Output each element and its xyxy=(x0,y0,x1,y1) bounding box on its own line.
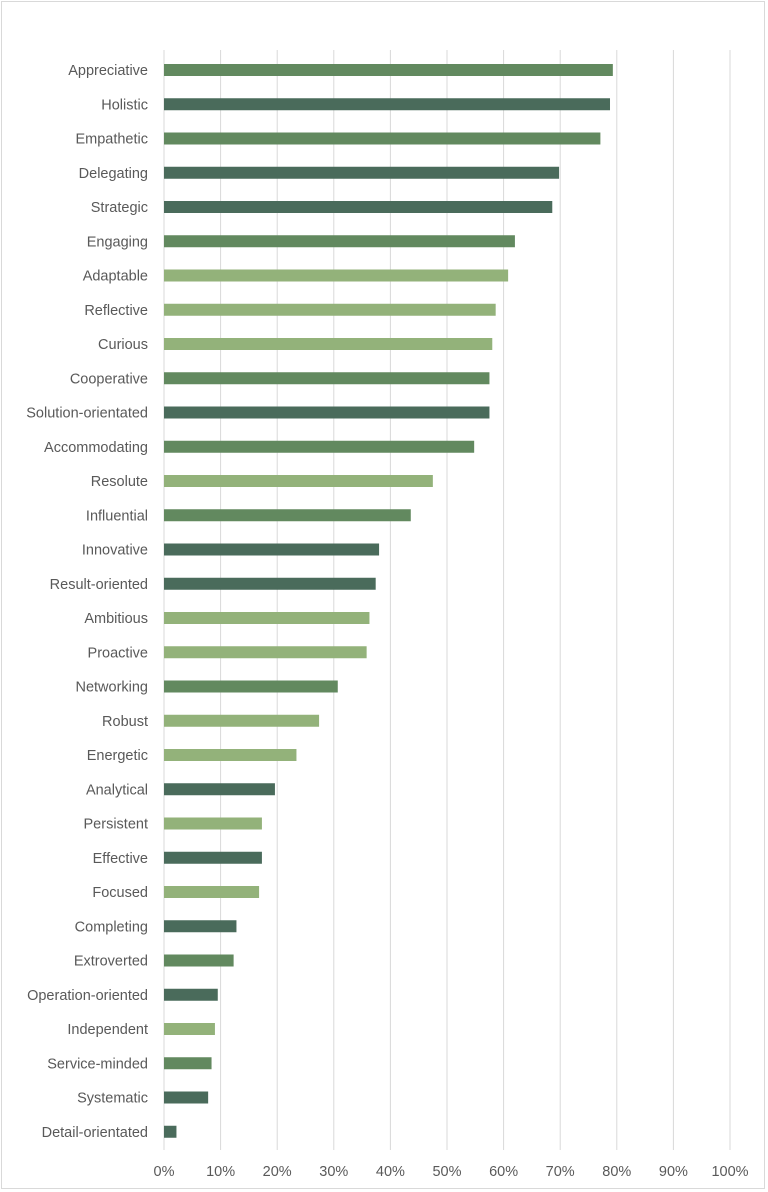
bar xyxy=(164,98,611,111)
category-label: Cooperative xyxy=(70,371,148,387)
bar xyxy=(164,1125,177,1138)
category-label: Persistent xyxy=(84,817,148,833)
x-tick-label: 10% xyxy=(206,1164,235,1180)
category-label: Independent xyxy=(67,1022,148,1038)
bar xyxy=(164,577,376,590)
category-label: Effective xyxy=(93,851,148,867)
category-label: Resolute xyxy=(91,474,148,490)
category-label: Reflective xyxy=(84,303,148,319)
category-label: Operation-oriented xyxy=(27,988,148,1004)
bar xyxy=(164,201,553,213)
bar xyxy=(164,509,411,522)
bar xyxy=(164,783,275,796)
bar xyxy=(164,714,320,727)
x-tick-label: 50% xyxy=(432,1164,461,1180)
bar xyxy=(164,235,515,248)
x-tick-label: 0% xyxy=(154,1164,175,1180)
bar xyxy=(164,646,367,659)
bar xyxy=(164,988,218,1001)
category-label: Service-minded xyxy=(47,1056,148,1072)
x-tick-label: 80% xyxy=(602,1164,631,1180)
bar xyxy=(164,269,509,282)
x-tick-label: 100% xyxy=(711,1164,748,1180)
bar xyxy=(164,440,475,453)
bar xyxy=(164,1057,212,1070)
bar xyxy=(164,475,433,487)
x-tick-label: 90% xyxy=(659,1164,688,1180)
bar xyxy=(164,851,262,864)
category-label: Solution-orientated xyxy=(26,406,148,422)
category-label: Focused xyxy=(92,885,148,901)
bar xyxy=(164,1091,209,1104)
bar xyxy=(164,1023,215,1035)
category-label: Appreciative xyxy=(68,63,148,79)
category-label: Proactive xyxy=(88,645,148,661)
category-label: Adaptable xyxy=(83,269,148,285)
bar xyxy=(164,886,260,898)
category-label: Energetic xyxy=(87,748,148,764)
category-label: Empathetic xyxy=(75,132,148,148)
category-label: Curious xyxy=(98,337,148,353)
category-label: Engaging xyxy=(87,234,148,250)
x-tick-label: 40% xyxy=(376,1164,405,1180)
category-label: Strategic xyxy=(91,200,148,216)
x-tick-label: 60% xyxy=(489,1164,518,1180)
category-label: Influential xyxy=(86,508,148,524)
category-label: Detail-orientated xyxy=(42,1125,148,1141)
category-label: Result-oriented xyxy=(50,577,148,593)
category-label: Extroverted xyxy=(74,954,148,970)
bar xyxy=(164,338,493,350)
x-tick-labels: 0% 10% 20% 30% 40% 50% 60% 70% 80% 90% 100% xyxy=(154,1164,749,1180)
bars xyxy=(164,64,613,1138)
bar xyxy=(164,372,490,385)
category-label: Analytical xyxy=(86,782,148,798)
bar xyxy=(164,303,496,316)
category-labels: Appreciative Holistic Empathetic Delegating… xyxy=(26,63,148,1141)
category-label: Completing xyxy=(75,919,148,935)
category-label: Delegating xyxy=(79,166,148,182)
bar xyxy=(164,543,380,556)
bar xyxy=(164,406,490,419)
category-label: Robust xyxy=(102,714,148,730)
bar xyxy=(164,749,297,761)
bar xyxy=(164,64,613,76)
bar xyxy=(164,680,338,693)
x-tick-label: 20% xyxy=(263,1164,292,1180)
bar xyxy=(164,920,237,933)
gridlines xyxy=(163,50,731,1150)
category-label: Ambitious xyxy=(84,611,148,627)
x-tick-label: 70% xyxy=(546,1164,575,1180)
category-label: Holistic xyxy=(101,97,148,113)
x-tick-label: 30% xyxy=(319,1164,348,1180)
bar xyxy=(164,817,262,830)
category-label: Innovative xyxy=(82,543,148,559)
category-label: Systematic xyxy=(77,1091,148,1107)
bar xyxy=(164,166,560,179)
category-label: Networking xyxy=(75,680,148,696)
bar xyxy=(164,612,370,624)
bar xyxy=(164,132,601,145)
category-label: Accommodating xyxy=(44,440,148,456)
bar xyxy=(164,954,234,967)
